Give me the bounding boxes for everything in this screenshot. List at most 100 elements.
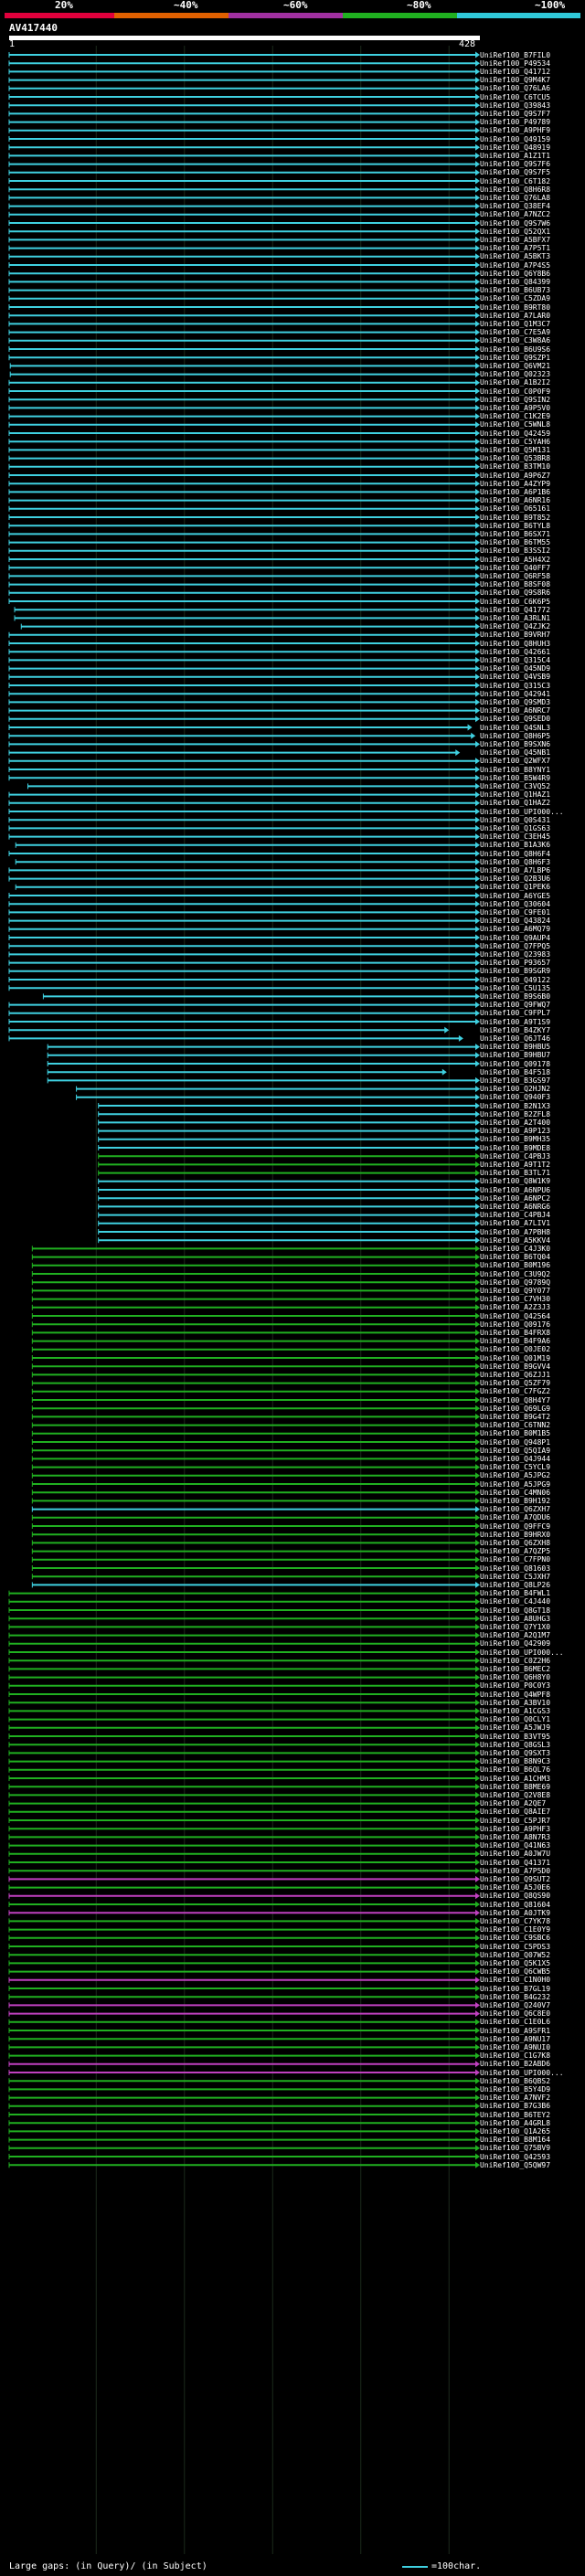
hit-label[interactable]: UniRef100_Q5QIA9: [480, 1446, 551, 1455]
hit-label[interactable]: UniRef100_Q1HAZ1: [480, 790, 551, 800]
hit-label[interactable]: UniRef100_A2Q1M7: [480, 1631, 551, 1640]
hit-label[interactable]: UniRef100_B9RT80: [480, 302, 551, 312]
hit-label[interactable]: UniRef100_Q81603: [480, 1564, 551, 1573]
hit-label[interactable]: UniRef100_C5WNL8: [480, 420, 551, 429]
hit-label[interactable]: UniRef100_C6TCU5: [480, 92, 551, 101]
hit-label[interactable]: UniRef100_Q76LA8: [480, 193, 551, 202]
hit-label[interactable]: UniRef100_Q315C3: [480, 681, 551, 690]
hit-label[interactable]: UniRef100_A8N7R3: [480, 1832, 551, 1841]
hit-label[interactable]: UniRef100_A5H4X2: [480, 555, 551, 564]
hit-label[interactable]: UniRef100_B6TYL8: [480, 521, 551, 530]
hit-label[interactable]: UniRef100_P49789: [480, 118, 551, 127]
hit-label[interactable]: UniRef100_B4G232: [480, 1992, 551, 2001]
hit-label[interactable]: UniRef100_B5Y4D9: [480, 2084, 551, 2094]
hit-label[interactable]: UniRef100_C1K2E9: [480, 412, 551, 421]
hit-label[interactable]: UniRef100_Q6H8Y0: [480, 1673, 551, 1682]
hit-label[interactable]: UniRef100_A1CGS3: [480, 1706, 551, 1715]
hit-label[interactable]: UniRef100_Q6ZXH8: [480, 1538, 551, 1547]
hit-label[interactable]: UniRef100_B9HBU5: [480, 1043, 551, 1052]
hit-label[interactable]: UniRef100_A2QE7: [480, 1799, 547, 1808]
hit-label[interactable]: UniRef100_Q30604: [480, 899, 551, 908]
hit-label[interactable]: UniRef100_Q8H4Y7: [480, 1395, 551, 1405]
hit-label[interactable]: UniRef100_A7LAR0: [480, 311, 551, 320]
hit-label[interactable]: UniRef100_Q8H6R8: [480, 185, 551, 194]
hit-label[interactable]: UniRef100_B2ABD6: [480, 2060, 551, 2069]
hit-label[interactable]: UniRef100_Q42593: [480, 2152, 551, 2161]
hit-label[interactable]: UniRef100_Q7FPQ5: [480, 941, 551, 950]
hit-label[interactable]: UniRef100_C5PDS3: [480, 1942, 551, 1951]
hit-label[interactable]: UniRef100_Q6CWB5: [480, 1967, 551, 1977]
hit-label[interactable]: UniRef100_Q2B3U6: [480, 875, 551, 884]
hit-label[interactable]: UniRef100_C4J440: [480, 1597, 551, 1606]
hit-label[interactable]: UniRef100_C9FE01: [480, 907, 551, 917]
hit-label[interactable]: UniRef100_P49534: [480, 58, 551, 68]
hit-label[interactable]: UniRef100_Q1HAZ2: [480, 799, 551, 808]
hit-label[interactable]: UniRef100_C5YAH6: [480, 437, 551, 446]
hit-label[interactable]: UniRef100_B6TEY2: [480, 2110, 551, 2119]
hit-label[interactable]: UniRef100_Q8HUH3: [480, 639, 551, 648]
hit-label[interactable]: UniRef100_A8UHG3: [480, 1614, 551, 1623]
hit-label[interactable]: UniRef100_C7FPN0: [480, 1555, 551, 1564]
hit-label[interactable]: UniRef100_C9FPL7: [480, 1009, 551, 1018]
hit-label[interactable]: UniRef100_Q8W1K9: [480, 1177, 551, 1186]
hit-label[interactable]: UniRef100_B7GL19: [480, 1984, 551, 1993]
hit-label[interactable]: UniRef100_Q2V8E8: [480, 1790, 551, 1799]
hit-label[interactable]: UniRef100_Q42909: [480, 1639, 551, 1648]
hit-label[interactable]: UniRef100_A6MQ79: [480, 925, 551, 934]
hit-label[interactable]: UniRef100_Q948P1: [480, 1437, 551, 1447]
hit-label[interactable]: UniRef100_Q42661: [480, 647, 551, 656]
hit-label[interactable]: UniRef100_Q7Y1X0: [480, 1622, 551, 1631]
hit-label[interactable]: UniRef100_B6QBS2: [480, 2076, 551, 2085]
hit-label[interactable]: UniRef100_A5JPG2: [480, 1471, 551, 1480]
hit-label[interactable]: UniRef100_C1G7K8: [480, 2051, 551, 2061]
hit-label[interactable]: UniRef100_Q9SZP1: [480, 353, 551, 362]
hit-label[interactable]: UniRef100_Q07W52: [480, 1950, 551, 1959]
hit-label[interactable]: UniRef100_Q52QX1: [480, 227, 551, 236]
hit-label[interactable]: UniRef100_UPI000...: [480, 1648, 564, 1657]
hit-label[interactable]: UniRef100_B6UB73: [480, 286, 551, 295]
hit-label[interactable]: UniRef100_B0M1B5: [480, 1429, 551, 1438]
hit-label[interactable]: UniRef100_C6T182: [480, 176, 551, 186]
hit-label[interactable]: UniRef100_A2Z3J3: [480, 1303, 551, 1312]
hit-label[interactable]: UniRef100_Q8GSL3: [480, 1740, 551, 1749]
hit-label[interactable]: UniRef100_C9SBC6: [480, 1934, 551, 1943]
hit-label[interactable]: UniRef100_A7P5T1: [480, 244, 551, 253]
hit-label[interactable]: UniRef100_A6YGE5: [480, 891, 551, 900]
hit-label[interactable]: UniRef100_Q09178: [480, 1059, 551, 1068]
hit-label[interactable]: UniRef100_Q41772: [480, 605, 551, 614]
hit-label[interactable]: UniRef100_A9PHF3: [480, 1824, 551, 1833]
hit-label[interactable]: UniRef100_A0JW7U: [480, 1850, 551, 1859]
hit-label[interactable]: UniRef100_Q41N63: [480, 1841, 551, 1850]
hit-label[interactable]: UniRef100_B6SX71: [480, 529, 551, 538]
hit-label[interactable]: UniRef100_C3VQ52: [480, 781, 551, 790]
hit-label[interactable]: UniRef100_Q42459: [480, 429, 551, 438]
hit-label[interactable]: UniRef100_Q6ZJJ1: [480, 1370, 551, 1379]
hit-label[interactable]: UniRef100_B9SXN6: [480, 739, 551, 748]
hit-label[interactable]: UniRef100_Q41712: [480, 67, 551, 76]
hit-label[interactable]: UniRef100_C1N0H0: [480, 1976, 551, 1985]
hit-label[interactable]: UniRef100_C3EH45: [480, 832, 551, 842]
hit-label[interactable]: UniRef100_C4PBJ3: [480, 1151, 551, 1161]
hit-label[interactable]: UniRef100_Q9M4K7: [480, 76, 551, 85]
hit-label[interactable]: UniRef100_Q0CLY1: [480, 1715, 551, 1724]
hit-label[interactable]: UniRef100_B4F518: [480, 1067, 551, 1076]
hit-label[interactable]: UniRef100_Q1A265: [480, 2126, 551, 2136]
hit-label[interactable]: UniRef100_C7YK78: [480, 1916, 551, 1925]
hit-label[interactable]: UniRef100_A4ZYP9: [480, 479, 551, 488]
hit-label[interactable]: UniRef100_B9T852: [480, 513, 551, 522]
hit-label[interactable]: UniRef100_Q2HJN2: [480, 1085, 551, 1094]
hit-label[interactable]: UniRef100_Q9FWQ7: [480, 1001, 551, 1010]
hit-label[interactable]: UniRef100_Q45NB1: [480, 748, 551, 758]
hit-label[interactable]: UniRef100_Q315C4: [480, 655, 551, 664]
hit-label[interactable]: UniRef100_C4J3K0: [480, 1244, 551, 1253]
hit-label[interactable]: UniRef100_B4ZKY7: [480, 1025, 551, 1034]
hit-label[interactable]: UniRef100_A9NU17: [480, 2034, 551, 2043]
hit-label[interactable]: UniRef100_A5JPG9: [480, 1479, 551, 1489]
hit-label[interactable]: UniRef100_Q5M131: [480, 445, 551, 454]
hit-label[interactable]: UniRef100_Q6JT46: [480, 1034, 551, 1043]
hit-label[interactable]: UniRef100_A5KKV4: [480, 1235, 551, 1245]
hit-label[interactable]: UniRef100_A9PHF9: [480, 126, 551, 135]
hit-label[interactable]: UniRef100_A7QZP5: [480, 1547, 551, 1556]
hit-label[interactable]: UniRef100_B9MH35: [480, 1135, 551, 1144]
hit-label[interactable]: UniRef100_B4F9A6: [480, 1337, 551, 1346]
